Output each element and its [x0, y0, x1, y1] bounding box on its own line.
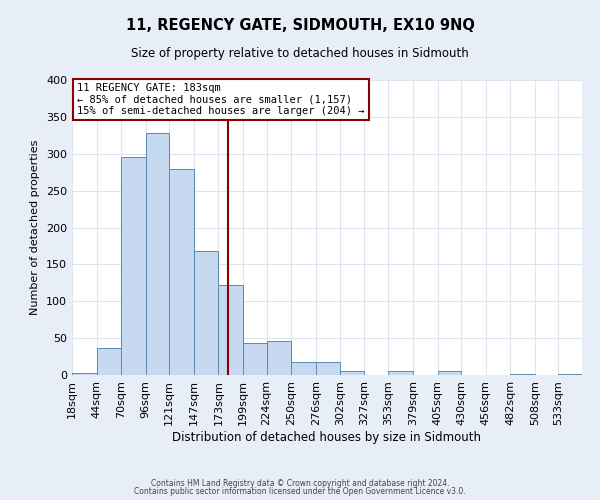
Bar	[97, 348, 121, 375]
Bar	[194, 251, 218, 375]
Bar	[340, 372, 364, 375]
Bar	[291, 362, 316, 375]
Text: 11 REGENCY GATE: 183sqm
← 85% of detached houses are smaller (1,157)
15% of semi: 11 REGENCY GATE: 183sqm ← 85% of detache…	[77, 83, 365, 116]
Y-axis label: Number of detached properties: Number of detached properties	[31, 140, 40, 315]
X-axis label: Distribution of detached houses by size in Sidmouth: Distribution of detached houses by size …	[173, 430, 482, 444]
Bar	[243, 344, 266, 375]
Text: Size of property relative to detached houses in Sidmouth: Size of property relative to detached ho…	[131, 48, 469, 60]
Bar	[437, 370, 461, 375]
Bar	[72, 373, 97, 375]
Bar	[316, 362, 340, 375]
Bar	[266, 341, 291, 375]
Bar	[121, 158, 146, 375]
Bar	[559, 374, 582, 375]
Bar	[218, 285, 243, 375]
Bar	[169, 168, 194, 375]
Bar	[388, 372, 413, 375]
Text: Contains HM Land Registry data © Crown copyright and database right 2024.: Contains HM Land Registry data © Crown c…	[151, 478, 449, 488]
Text: Contains public sector information licensed under the Open Government Licence v3: Contains public sector information licen…	[134, 487, 466, 496]
Bar	[146, 133, 169, 375]
Bar	[510, 374, 535, 375]
Text: 11, REGENCY GATE, SIDMOUTH, EX10 9NQ: 11, REGENCY GATE, SIDMOUTH, EX10 9NQ	[125, 18, 475, 32]
